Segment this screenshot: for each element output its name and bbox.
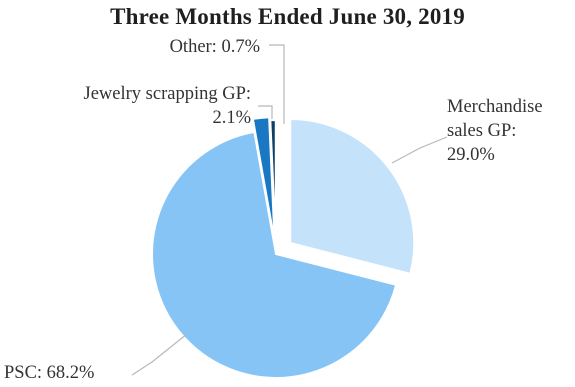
slice-label-line: PSC: 68.2%: [4, 363, 94, 383]
pie-slice-2: [151, 130, 398, 379]
slice-label-line: sales GP:: [447, 121, 516, 141]
leader-line-3: [258, 105, 273, 119]
chart-title: Three Months Ended June 30, 2019: [110, 4, 465, 29]
slice-label-line: 2.1%: [212, 108, 251, 128]
slice-label-1: Merchandise sales GP: 29.0%: [447, 97, 543, 165]
pie-slice-1: [289, 117, 416, 276]
pie-slice-3: [251, 116, 276, 242]
slice-label-line: Merchandise: [447, 97, 543, 117]
leader-line-2: [131, 333, 188, 376]
slice-label-line: Other: 0.7%: [170, 37, 260, 57]
slice-label-line: 29.0%: [447, 145, 495, 165]
leader-line-4: [269, 44, 285, 124]
slice-label-line: Jewelry scrapping GP:: [84, 84, 252, 104]
slice-label-3: Jewelry scrapping GP: 2.1%: [84, 84, 252, 128]
slice-label-2: PSC: 68.2%: [4, 363, 94, 383]
slice-label-4: Other: 0.7%: [170, 37, 260, 57]
pie-slice-4: [269, 119, 277, 245]
leader-line-1: [391, 136, 448, 164]
